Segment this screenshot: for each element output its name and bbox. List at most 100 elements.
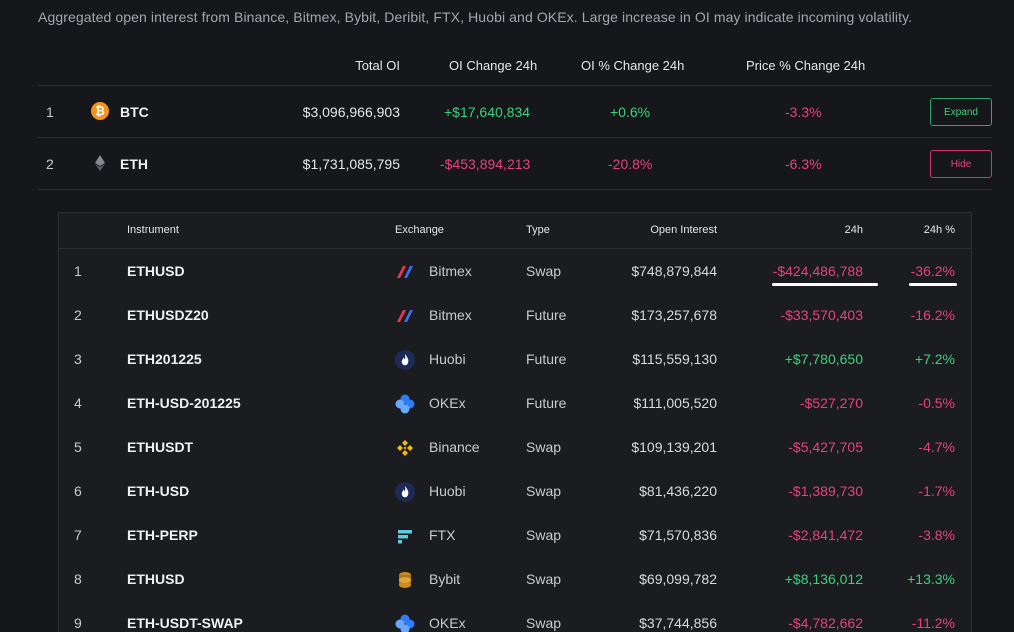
- instrument-row[interactable]: 7 ETH-PERP FTX Swap $71,570,836 -$2,841,…: [59, 513, 971, 557]
- instrument-type: Swap: [526, 439, 562, 455]
- exchange-name: Binance: [429, 439, 480, 455]
- row-index: 1: [46, 104, 54, 120]
- huobi-icon: [395, 482, 415, 502]
- open-interest: $81,436,220: [639, 483, 717, 499]
- row-index: 2: [46, 156, 54, 172]
- instrument-type: Future: [526, 307, 567, 323]
- instrument-row[interactable]: 6 ETH-USD Huobi Swap $81,436,220 -$1,389…: [59, 469, 971, 513]
- change-24h-pct: -11.2%: [911, 615, 955, 631]
- instrument-type: Swap: [526, 527, 562, 543]
- row-index: 5: [74, 439, 82, 455]
- exchange-name: Bybit: [429, 571, 461, 587]
- row-index: 4: [74, 395, 82, 411]
- change-24h-pct: -16.2%: [910, 307, 955, 323]
- bybit-icon: [395, 570, 415, 590]
- coin-table-header: Total OI OI Change 24h OI % Change 24h P…: [38, 58, 992, 86]
- coin-row-btc[interactable]: 1 ₿ BTC $3,096,966,903 +$17,640,834 +0.6…: [38, 86, 992, 138]
- instrument-type: Swap: [526, 571, 562, 587]
- ftx-icon: [395, 526, 415, 546]
- open-interest: $37,744,856: [639, 615, 717, 631]
- instrument-row[interactable]: 2 ETHUSDZ20 Bitmex Future $173,257,678 -…: [59, 293, 971, 337]
- instrument-row[interactable]: 5 ETHUSDT Binance Swap $109,139,201 -$5,…: [59, 425, 971, 469]
- price-pct-change: -6.3%: [785, 156, 822, 172]
- bitmex-icon: [395, 306, 415, 326]
- change-24h-pct: -0.5%: [918, 395, 955, 411]
- change-24h: -$527,270: [799, 395, 863, 411]
- binance-icon: [395, 438, 415, 458]
- header-type: Type: [526, 224, 550, 236]
- instrument-type: Future: [526, 395, 567, 411]
- row-index: 3: [74, 351, 82, 367]
- change-24h-pct: +13.3%: [907, 571, 955, 587]
- instrument-name: ETH-USD: [127, 483, 190, 499]
- change-24h-pct: -1.7%: [918, 483, 955, 499]
- instrument-row[interactable]: 3 ETH201225 Huobi Future $115,559,130 +$…: [59, 337, 971, 381]
- total-oi: $1,731,085,795: [302, 156, 400, 172]
- highlight-underline: [909, 283, 957, 286]
- change-24h-pct: -3.8%: [918, 527, 955, 543]
- open-interest: $748,879,844: [631, 263, 717, 279]
- row-index: 8: [74, 571, 82, 587]
- instrument-name: ETHUSDT: [127, 439, 194, 455]
- header-price-pct: Price % Change 24h: [746, 58, 866, 73]
- exchange-name: Huobi: [429, 351, 466, 367]
- instrument-table: Instrument Exchange Type Open Interest 2…: [58, 212, 972, 632]
- change-24h: -$5,427,705: [788, 439, 863, 455]
- change-24h-pct: -4.7%: [918, 439, 955, 455]
- bitcoin-icon: ₿: [91, 102, 109, 120]
- instrument-name: ETH-USDT-SWAP: [127, 615, 243, 631]
- change-24h: -$2,841,472: [788, 527, 863, 543]
- instrument-name: ETHUSDZ20: [127, 307, 209, 323]
- oi-change: -$453,894,213: [440, 156, 531, 172]
- row-index: 6: [74, 483, 82, 499]
- hide-button[interactable]: Hide: [930, 150, 992, 178]
- instrument-name: ETH-PERP: [127, 527, 198, 543]
- instrument-name: ETH201225: [127, 351, 202, 367]
- oi-change: +$17,640,834: [444, 104, 531, 120]
- open-interest: $111,005,520: [633, 395, 717, 411]
- coin-symbol: ETH: [120, 156, 148, 172]
- expand-button[interactable]: Expand: [930, 98, 992, 126]
- highlight-underline: [772, 283, 878, 286]
- header-total-oi: Total OI: [355, 58, 400, 73]
- open-interest: $173,257,678: [631, 307, 717, 323]
- open-interest: $71,570,836: [639, 527, 717, 543]
- header-instrument: Instrument: [127, 224, 179, 236]
- change-24h: -$424,486,788: [772, 263, 863, 279]
- instrument-table-header: Instrument Exchange Type Open Interest 2…: [59, 213, 971, 249]
- instrument-name: ETHUSD: [127, 263, 185, 279]
- change-24h-pct: -36.2%: [910, 263, 955, 279]
- change-24h: -$4,782,662: [788, 615, 863, 631]
- instrument-row[interactable]: 9 ETH-USDT-SWAP OKEx Swap $37,744,856 -$…: [59, 601, 971, 632]
- total-oi: $3,096,966,903: [302, 104, 400, 120]
- header-open-interest: Open Interest: [650, 224, 717, 236]
- instrument-type: Swap: [526, 263, 562, 279]
- open-interest-panel: Aggregated open interest from Binance, B…: [20, 0, 1014, 632]
- instrument-type: Swap: [526, 615, 562, 631]
- coin-symbol: BTC: [120, 104, 149, 120]
- price-pct-change: -3.3%: [785, 104, 822, 120]
- open-interest: $109,139,201: [631, 439, 717, 455]
- change-24h-pct: +7.2%: [914, 351, 955, 367]
- exchange-name: Bitmex: [429, 307, 472, 323]
- open-interest: $115,559,130: [632, 351, 717, 367]
- exchange-name: Bitmex: [429, 263, 472, 279]
- instrument-name: ETHUSD: [127, 571, 185, 587]
- oi-pct-change: +0.6%: [610, 104, 651, 120]
- instrument-row[interactable]: 4 ETH-USD-201225 OKEx Future $111,005,52…: [59, 381, 971, 425]
- change-24h: +$7,780,650: [784, 351, 863, 367]
- coin-row-eth[interactable]: 2 ETH $1,731,085,795 -$453,894,213 -20.8…: [38, 138, 992, 190]
- row-index: 9: [74, 615, 82, 631]
- header-oi-change: OI Change 24h: [449, 58, 538, 73]
- open-interest: $69,099,782: [639, 571, 717, 587]
- change-24h: -$33,570,403: [780, 307, 863, 323]
- row-index: 2: [74, 307, 82, 323]
- instrument-row[interactable]: 8 ETHUSD Bybit Swap $69,099,782 +$8,136,…: [59, 557, 971, 601]
- exchange-name: OKEx: [429, 615, 466, 631]
- exchange-name: OKEx: [429, 395, 466, 411]
- instrument-row[interactable]: 1 ETHUSD Bitmex Swap $748,879,844 -$424,…: [59, 249, 971, 293]
- instrument-type: Swap: [526, 483, 562, 499]
- panel-description: Aggregated open interest from Binance, B…: [38, 9, 913, 25]
- exchange-name: Huobi: [429, 483, 466, 499]
- instrument-type: Future: [526, 351, 567, 367]
